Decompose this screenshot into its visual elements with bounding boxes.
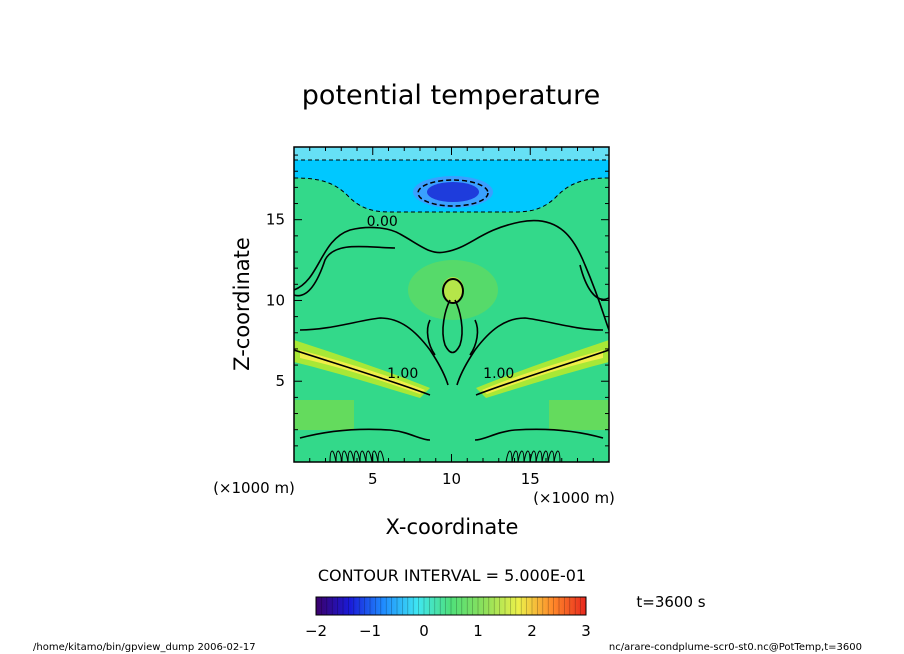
contour-line: [294, 245, 396, 297]
contour-line: [347, 450, 355, 462]
footer-right: nc/arare-condplume-scr0-st0.nc@PotTemp,t…: [609, 642, 862, 653]
contour-line: [329, 450, 337, 462]
contour-value-label: 1.00: [483, 366, 514, 382]
contour-line: [294, 349, 431, 396]
footer-left: /home/kitamo/bin/gpview_dump 2006-02-17: [33, 642, 256, 653]
warm-patch: [294, 400, 354, 430]
contour-line: [517, 450, 525, 462]
y-tick-label: 10: [266, 291, 285, 309]
y-tick-label: 15: [266, 211, 285, 229]
contour-line: [511, 450, 519, 462]
contour-line: [365, 450, 373, 462]
x-axis-ticks: 5 10 15: [309, 147, 594, 488]
colorbar-tick-label: 2: [527, 622, 537, 640]
x-axis-label: X-coordinate: [386, 515, 519, 539]
contour-line: [541, 450, 549, 462]
colorbar-tick-label: −1: [359, 622, 381, 640]
contour-line: [535, 450, 543, 462]
warm-region: [408, 260, 498, 320]
contour-value-label: 1.00: [387, 366, 418, 382]
y-tick-label: 5: [275, 372, 285, 390]
negative-contour: [294, 177, 609, 213]
warm-patch: [549, 400, 609, 430]
contour-line: [474, 428, 604, 441]
colorbar-stripes: [321, 597, 581, 615]
contour-line: [456, 317, 604, 386]
contour-line: [547, 450, 555, 462]
colorbar: [315, 596, 587, 616]
colorbar-tick-label: 1: [473, 622, 483, 640]
colorbar-tick-label: −2: [305, 622, 327, 640]
y-axis-ticks: 5 10 15: [266, 154, 609, 447]
contour-interval-label: CONTOUR INTERVAL = 5.000E-01: [318, 566, 586, 585]
contour-line: [579, 264, 609, 301]
cold-core: [427, 182, 479, 202]
x-tick-label: 5: [368, 470, 378, 488]
contour-line: [294, 219, 609, 331]
contour-line: [469, 319, 479, 356]
contour-labels: 0.00 1.00 1.00: [367, 214, 515, 382]
x-axis-unit-right: (×1000 m): [533, 489, 615, 507]
contour-line: [353, 450, 361, 462]
x-axis-unit-left: (×1000 m): [213, 479, 295, 497]
contour-line: [553, 450, 561, 462]
contour-line: [442, 299, 463, 354]
colorbar-tick-label: 3: [581, 622, 591, 640]
contour-plot-area: [294, 147, 609, 462]
contour-line: [505, 450, 513, 462]
contour-line: [442, 278, 464, 304]
contour-line: [341, 450, 349, 462]
colorbar-ticks: −2 −1 0 1 2 3: [305, 622, 591, 640]
contour-line: [359, 450, 367, 462]
contour-line: [299, 428, 431, 441]
contour-line: [426, 319, 436, 356]
colorbar-tick-label: 0: [419, 622, 429, 640]
time-label: t=3600 s: [636, 593, 705, 611]
y-axis-label: Z-coordinate: [230, 237, 254, 371]
contour-line: [475, 349, 609, 396]
contour-line: [371, 450, 379, 462]
chart-title: potential temperature: [302, 80, 600, 111]
contour-line: [377, 450, 385, 462]
negative-contour: [417, 179, 489, 207]
x-tick-label: 15: [521, 470, 540, 488]
x-tick-label: 10: [442, 470, 461, 488]
contour-value-label: 0.00: [367, 214, 398, 230]
contour-line: [299, 317, 449, 386]
